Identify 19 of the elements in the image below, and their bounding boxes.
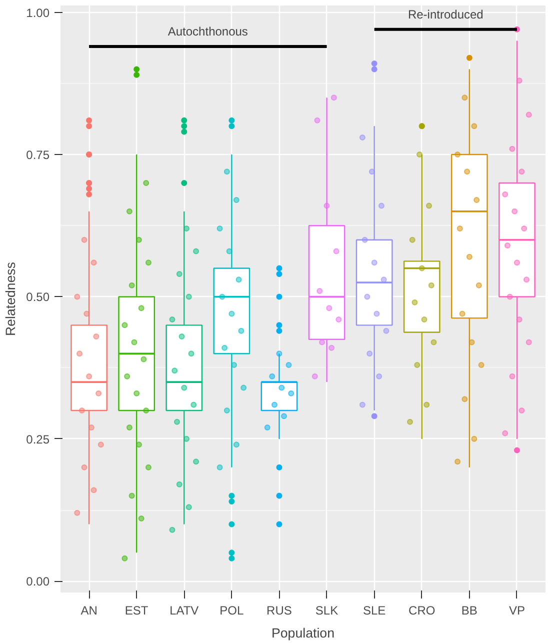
y-tick-label: 0.00 <box>26 574 50 589</box>
x-tick-label: EST <box>124 604 149 618</box>
annotation: Re-introduced <box>408 7 484 22</box>
x-tick-label: SLE <box>362 604 386 618</box>
x-tick-label: RUS <box>266 604 292 618</box>
x-tick-label: SLK <box>315 604 338 618</box>
x-tick-label: BB <box>461 604 478 618</box>
x-axis-title: Population <box>272 626 335 640</box>
x-tick-label: CRO <box>408 604 436 618</box>
x-tick-label: AN <box>80 604 98 618</box>
x-tick-label: LATV <box>170 604 199 618</box>
x-tick-label: VP <box>508 604 525 618</box>
y-tick-label: 0.75 <box>26 148 50 162</box>
annotation: Autochthonous <box>168 24 248 38</box>
y-tick-label: 0.25 <box>26 432 50 446</box>
y-axis-title: Relatedness <box>3 262 18 336</box>
y-tick-label: 0.50 <box>26 290 50 304</box>
x-tick-label: POL <box>220 604 244 618</box>
y-tick-label: 1.00 <box>26 6 50 20</box>
